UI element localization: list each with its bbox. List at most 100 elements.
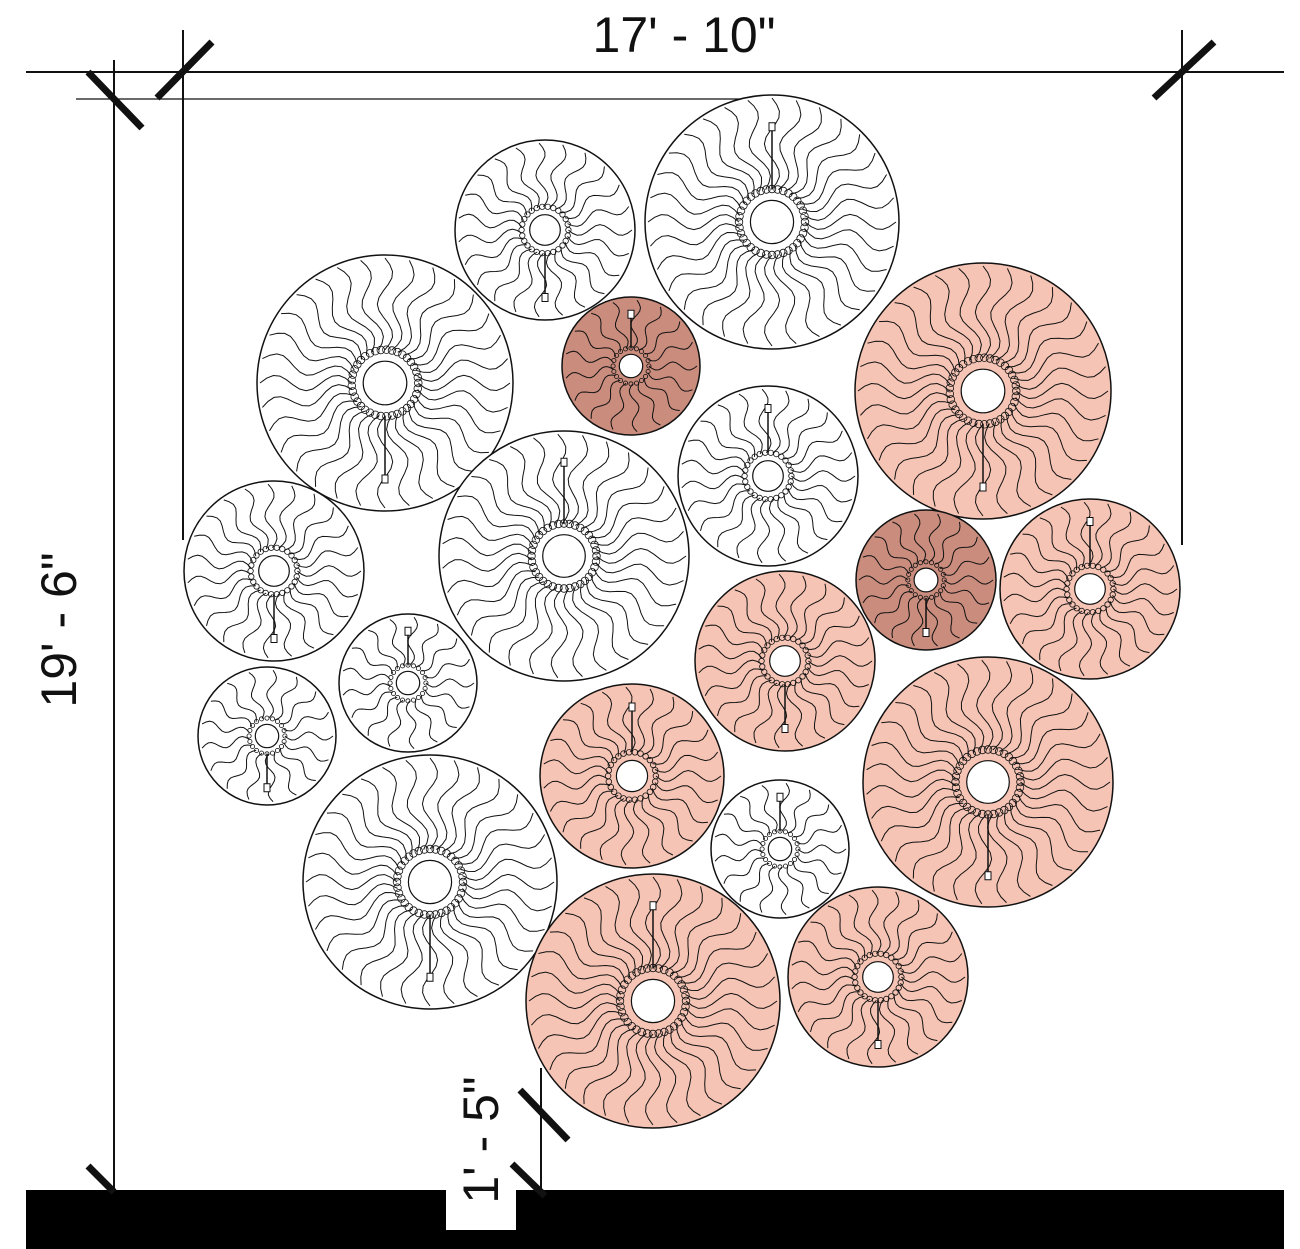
- plant-frond: [791, 960, 856, 976]
- plant-frond: [447, 909, 500, 986]
- plant-ring-bead: [852, 968, 859, 975]
- plant-frond: [297, 565, 362, 577]
- plant-frond: [860, 392, 951, 416]
- plant-frond: [795, 583, 827, 641]
- plant-ring-bead: [253, 552, 260, 559]
- plant-frond: [1022, 603, 1072, 645]
- plant-frond: [1105, 525, 1150, 573]
- plant-ring-bead: [991, 355, 1000, 365]
- plant-ring-bead: [456, 889, 466, 898]
- plant-frond: [529, 587, 557, 675]
- plant-frond: [289, 588, 334, 636]
- plant-center: [630, 978, 676, 1024]
- plant-frond: [447, 515, 534, 547]
- plant-frond: [799, 152, 876, 205]
- plant-frond: [804, 615, 860, 651]
- plant-tag-box: [649, 901, 657, 911]
- plant-frond: [636, 688, 654, 753]
- plant-tag-box: [764, 404, 772, 413]
- plant-frond: [334, 413, 373, 499]
- plant-ring-bead: [409, 849, 418, 858]
- plant-ring-bead: [670, 1022, 679, 1031]
- plant-frond: [647, 214, 740, 231]
- plant-ring-bead: [892, 989, 899, 996]
- plant-symbol: [525, 873, 781, 1129]
- plant-frond: [1014, 800, 1089, 853]
- plant-frond: [882, 891, 900, 955]
- plant-ring-bead: [989, 745, 998, 755]
- plant-frond: [367, 696, 398, 736]
- plant-frond: [761, 785, 778, 832]
- plant-frond: [264, 483, 278, 548]
- plant-frond: [422, 914, 439, 1007]
- plant-frond: [585, 579, 649, 645]
- plant-ring-bead: [1015, 772, 1025, 781]
- plant-tag-box: [627, 309, 635, 319]
- plant-frond: [549, 931, 626, 983]
- plant-ring-bead: [958, 798, 968, 808]
- plant-frond: [1113, 583, 1178, 595]
- plant-ring-bead: [654, 964, 663, 973]
- plant-frond: [810, 921, 861, 963]
- plant-ring-bead: [948, 400, 957, 409]
- plant-frond: [714, 848, 763, 862]
- plant-ring-bead: [278, 723, 284, 729]
- plant-ring-bead: [632, 968, 641, 977]
- plant-ring-bead: [570, 521, 580, 530]
- plant-frond: [900, 983, 962, 1004]
- plant-frond: [1003, 587, 1068, 603]
- plant-ring-bead: [946, 395, 955, 404]
- plant-frond: [284, 731, 334, 741]
- plant-ring-bead: [963, 357, 973, 366]
- plant-frond: [860, 361, 951, 385]
- plant-frond: [296, 547, 359, 568]
- plant-frond: [880, 796, 960, 842]
- plant-ring-bead: [390, 691, 396, 697]
- plant-ring-bead: [945, 384, 954, 393]
- plant-frond: [586, 467, 649, 533]
- plant-ring-bead: [410, 697, 416, 703]
- plant-frond: [554, 250, 586, 308]
- plant-ring-bead: [767, 832, 773, 838]
- plant-ring-bead: [422, 675, 428, 681]
- plant-frond: [575, 441, 610, 526]
- plant-frond: [827, 995, 865, 1049]
- plant-frond: [549, 1018, 626, 1071]
- plant-ring-bead: [941, 577, 947, 583]
- plant-ring-bead: [767, 250, 777, 260]
- plant-ring-bead: [792, 857, 798, 863]
- plant-ring-bead: [1104, 570, 1111, 577]
- plant-frond: [650, 192, 740, 216]
- plant-ring-bead: [938, 588, 944, 594]
- plant-ring-bead: [648, 1029, 658, 1039]
- plant-ring-bead: [751, 246, 760, 255]
- plant-ring-bead: [799, 673, 806, 680]
- plant-frond: [590, 574, 665, 627]
- plant-ring-bead: [794, 841, 800, 847]
- plant-ring-bead: [387, 680, 393, 686]
- plant-frond: [887, 997, 919, 1055]
- plant-ring-bead: [387, 346, 397, 355]
- plant-ring-bead: [412, 389, 421, 399]
- plant-ring-bead: [800, 223, 809, 232]
- plant-tag-box: [541, 293, 549, 302]
- plant-ring-bead: [955, 761, 965, 770]
- plant-frond: [717, 675, 767, 717]
- plant-frond: [665, 886, 703, 971]
- plant-ring-bead: [751, 189, 760, 198]
- plant-frond: [623, 1033, 647, 1123]
- plant-symbol: [694, 570, 876, 752]
- plant-frond: [643, 378, 680, 411]
- plant-ring-bead: [538, 526, 548, 536]
- plant-ring-bead: [413, 384, 422, 393]
- plant-ring-bead: [258, 750, 264, 756]
- plant-frond: [457, 812, 534, 865]
- plant-ring-bead: [768, 677, 775, 684]
- plant-frond: [797, 984, 857, 1012]
- plant-frond: [867, 340, 953, 379]
- plant-frond: [284, 493, 316, 551]
- plant-ring-bead: [929, 594, 935, 600]
- plant-ring-bead: [393, 872, 402, 881]
- plant-ring-bead: [795, 638, 802, 645]
- plant-frond: [193, 578, 253, 606]
